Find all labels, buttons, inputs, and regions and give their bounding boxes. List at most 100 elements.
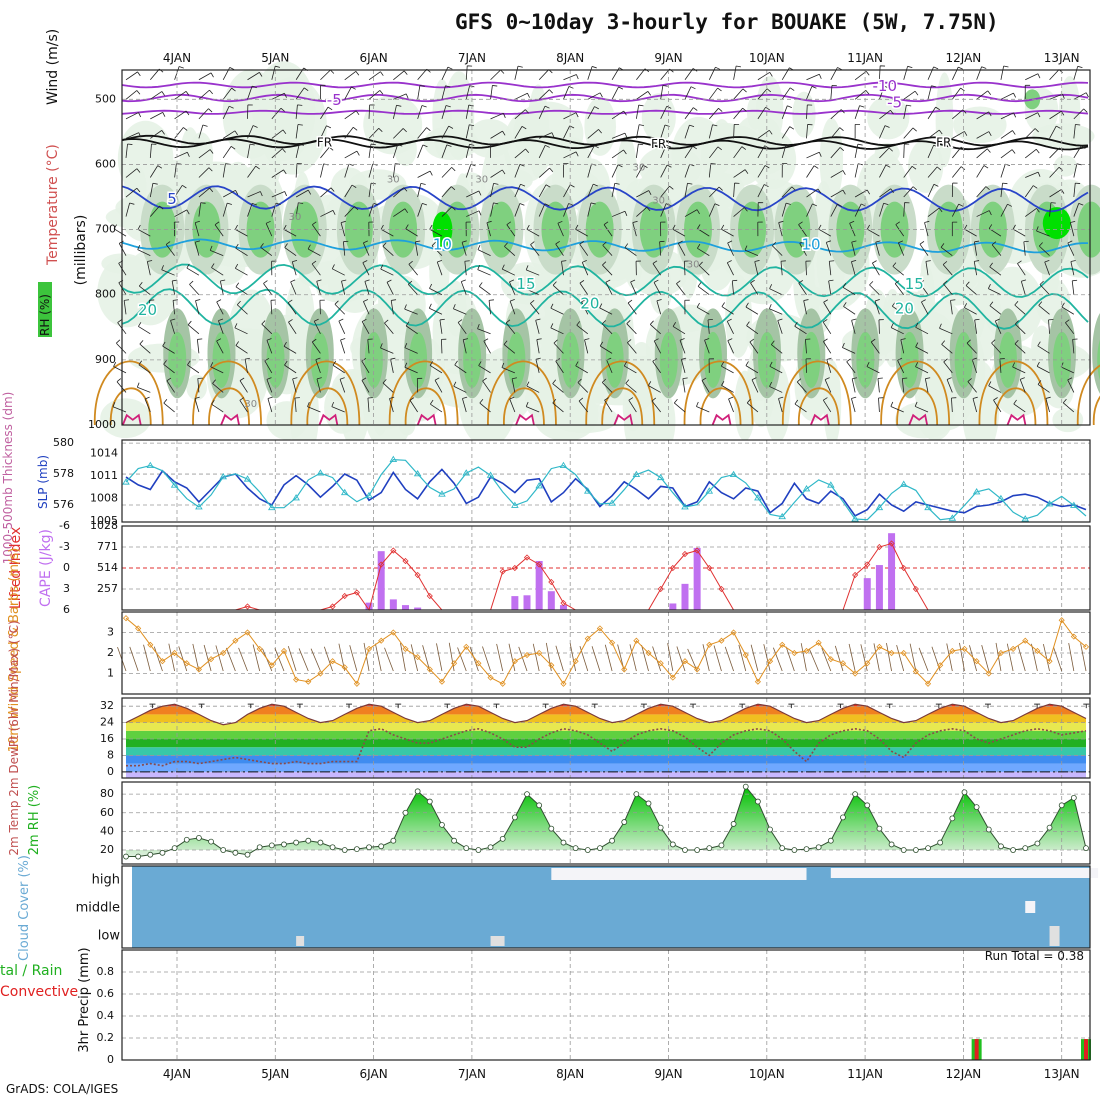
rh-point xyxy=(876,825,883,832)
rh-shade xyxy=(584,96,617,156)
wind-barb xyxy=(830,147,845,159)
wind-barb xyxy=(927,183,939,198)
wind-barb xyxy=(1025,112,1041,120)
wind-speed-point xyxy=(548,662,555,669)
wind-barb xyxy=(146,260,153,276)
wind-barb xyxy=(514,92,530,100)
wind-barb xyxy=(270,299,276,315)
rh-tick-label: 80 xyxy=(100,787,114,800)
minmax-tick xyxy=(690,703,697,709)
wind-barb xyxy=(552,281,564,296)
wind-barb xyxy=(538,203,550,217)
lifted-index-point xyxy=(523,554,531,561)
wind-barb xyxy=(704,338,710,354)
wind-barb xyxy=(320,146,334,159)
wind-barb xyxy=(490,169,506,178)
wind-barb xyxy=(340,338,346,354)
rh-point xyxy=(439,821,445,828)
rh-point xyxy=(1034,840,1041,847)
wind-speed-point xyxy=(584,635,591,642)
slp-point xyxy=(1045,500,1054,507)
lifted-index-point xyxy=(390,547,397,554)
wind-barb xyxy=(611,149,627,159)
wind-barb xyxy=(1000,65,1009,80)
wind-barb xyxy=(284,243,297,256)
slp-point xyxy=(122,478,130,485)
precip-tick-label: 0.6 xyxy=(97,987,115,1000)
wind-barb xyxy=(149,182,158,198)
surface-wind-barb xyxy=(1053,646,1063,672)
slp-point xyxy=(754,494,762,501)
wind-barb xyxy=(457,319,467,335)
wind-barb xyxy=(1024,128,1039,139)
wind-barb xyxy=(915,322,929,335)
wind-barb xyxy=(720,361,734,374)
rh-point xyxy=(1058,802,1065,809)
rh-point xyxy=(609,837,615,844)
rh-point xyxy=(208,838,214,845)
wind-barb xyxy=(382,379,394,393)
wind-barb xyxy=(1073,124,1081,139)
high-cloud-gap xyxy=(551,868,807,880)
rh-tick-label: 40 xyxy=(100,824,114,837)
wind-barb xyxy=(806,73,822,81)
wind-barb xyxy=(320,187,335,198)
wind-speed-point xyxy=(438,678,446,685)
wind-barb xyxy=(587,202,596,217)
surface-wind-barb xyxy=(178,646,188,672)
rh-point xyxy=(694,847,701,853)
rh-point xyxy=(329,844,336,851)
wind-barb xyxy=(150,205,164,217)
wind-barb xyxy=(530,241,540,256)
rh-point xyxy=(159,849,166,856)
temperature-contour xyxy=(683,360,754,426)
wind-barb xyxy=(137,224,151,237)
cloud-frame xyxy=(121,865,1091,949)
wind-barb xyxy=(1045,396,1051,413)
wind-barb xyxy=(952,131,968,139)
wind-barb xyxy=(851,259,857,276)
wind-barb xyxy=(247,202,257,217)
wind-barb xyxy=(754,260,760,276)
x-tick-label-bottom: 5JAN xyxy=(261,1067,289,1081)
wind-speed-point xyxy=(876,643,883,650)
wind-barb xyxy=(261,320,273,335)
temperature-contour xyxy=(121,413,142,426)
x-tick-label-bottom: 13JAN xyxy=(1044,1067,1080,1081)
minmax-tick xyxy=(788,703,795,709)
wind-barb xyxy=(313,318,321,334)
wind-barb xyxy=(684,124,695,139)
wind-barb xyxy=(367,397,373,413)
wind-barb xyxy=(1000,149,1016,159)
wind-barb xyxy=(441,144,452,159)
wind-barb xyxy=(525,401,540,413)
wind-speed-point xyxy=(621,666,628,673)
cloud-cover-label: Cloud Cover (%) xyxy=(17,855,32,961)
x-tick-label-top: 10JAN xyxy=(749,51,785,65)
wind-barb xyxy=(466,210,482,217)
x-tick-label-bottom: 6JAN xyxy=(360,1067,388,1081)
wind-barb xyxy=(173,221,180,237)
wind-barb xyxy=(940,243,953,256)
cape-bar xyxy=(669,603,677,610)
wind-barb xyxy=(150,91,165,100)
wind-barb xyxy=(822,319,832,335)
rh-point xyxy=(864,802,871,809)
wind-barb xyxy=(854,90,870,100)
temperature-contour xyxy=(515,413,535,426)
y-tick-label: 500 xyxy=(95,92,116,105)
wind-barb xyxy=(733,65,742,80)
wind-barb xyxy=(879,147,893,159)
wind-barb xyxy=(125,187,141,198)
wind-barb xyxy=(482,377,491,393)
rh-point xyxy=(925,845,931,852)
wind-barb xyxy=(611,182,620,198)
surface-wind-barb xyxy=(153,646,163,672)
lifted-index-point xyxy=(511,564,518,572)
wind-barb xyxy=(679,338,686,354)
wind-barb xyxy=(971,357,978,374)
rh-point xyxy=(232,849,239,856)
wind-barb xyxy=(367,338,373,354)
rh-point xyxy=(511,814,518,821)
wind-barb xyxy=(465,104,474,119)
